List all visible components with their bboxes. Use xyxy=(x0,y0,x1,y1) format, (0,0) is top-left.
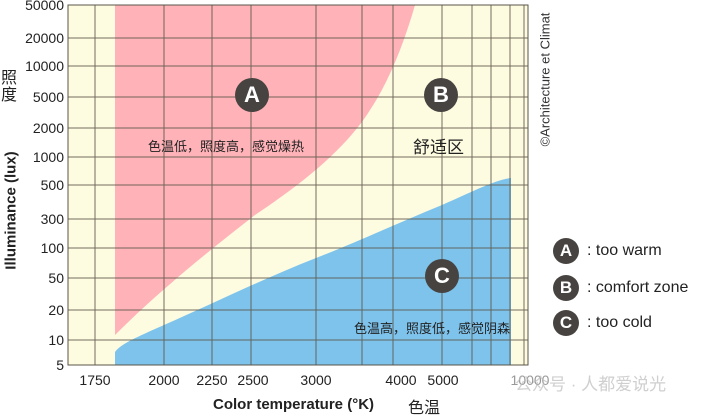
watermark: 公众号 · 人都爱说光 xyxy=(515,375,667,394)
x-tick-label: 5000 xyxy=(427,372,459,388)
y-tick-label: 50000 xyxy=(25,0,64,13)
zone-c-text: 色温高，照度低，感觉阴森 xyxy=(354,321,511,336)
zone-a-badge: A xyxy=(235,78,269,112)
y-tick-label: 50 xyxy=(48,270,64,286)
y-tick-label: 5000 xyxy=(32,89,64,105)
x-tick-label: 1750 xyxy=(79,372,111,388)
x-axis-title: Color temperature (°K) xyxy=(213,396,375,413)
y-tick-label: 20000 xyxy=(25,30,64,46)
y-tick-label: 20 xyxy=(48,302,64,318)
y-tick-label: 100 xyxy=(40,240,64,256)
legend-label: : comfort zone xyxy=(587,279,689,296)
credit-text: ©Architecture et Climat xyxy=(537,12,553,147)
x-tick-label: 4000 xyxy=(385,372,417,388)
y-tick-label: 300 xyxy=(40,211,64,227)
zone-b-badge: B xyxy=(424,78,458,112)
x-tick-label: 3000 xyxy=(300,372,332,388)
y-tick-label: 5 xyxy=(56,357,64,373)
x-tick-label: 10000 xyxy=(510,372,550,388)
legend-label: : too cold xyxy=(587,314,652,331)
zone-c-badge: C xyxy=(425,259,459,293)
y-axis-title-cn: 照度 xyxy=(1,70,18,104)
plot-border xyxy=(67,4,529,366)
x-axis-title-cn: 色温 xyxy=(408,400,441,417)
grid-lines xyxy=(68,5,528,365)
legend-item-too-warm: A : too warm xyxy=(553,237,662,265)
cold-zone-region xyxy=(115,178,511,365)
legend-badge-a: A xyxy=(553,238,579,264)
y-tick-label: 1000 xyxy=(32,149,64,165)
zone-b-text: 舒适区 xyxy=(413,138,464,157)
legend-label: : too warm xyxy=(587,242,662,259)
legend-item-comfort-zone: B : comfort zone xyxy=(553,274,688,302)
legend-badge-b: B xyxy=(553,275,579,301)
y-tick-label: 10 xyxy=(48,332,64,348)
y-tick-label: 10000 xyxy=(25,58,64,74)
y-tick-label: 2000 xyxy=(32,120,64,136)
y-axis-title: Illuminance (lux) xyxy=(2,151,20,270)
y-tick-label: 500 xyxy=(40,177,64,193)
x-tick-label: 2500 xyxy=(237,372,269,388)
legend-badge-c: C xyxy=(553,310,579,336)
warm-zone-region xyxy=(115,5,415,335)
legend-item-too-cold: C : too cold xyxy=(553,309,652,337)
x-tick-label: 2000 xyxy=(148,372,180,388)
x-tick-label: 2250 xyxy=(196,372,228,388)
zone-a-text: 色温低，照度高，感觉燥热 xyxy=(148,139,305,154)
